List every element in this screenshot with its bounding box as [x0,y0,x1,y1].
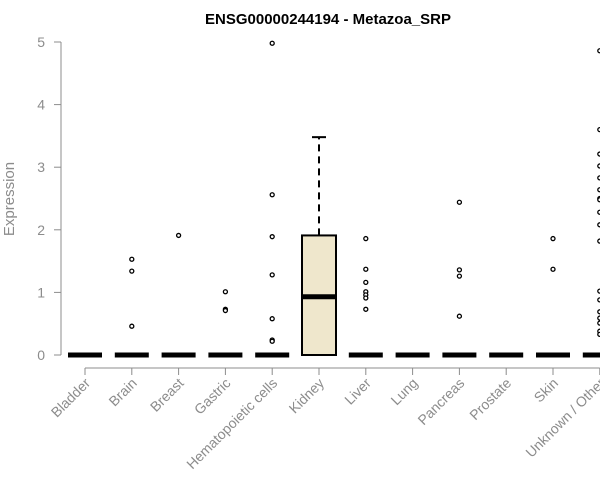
outlier-point [222,307,229,314]
x-tick-label: Gastric [191,375,234,418]
y-tick-label: 1 [37,284,45,300]
outlier-point [175,232,182,239]
x-tick-label: Pancreas [414,375,467,428]
outlier-point [269,338,275,344]
x-tick-label: Prostate [466,375,514,423]
outlier-point [269,272,275,278]
box-group [114,256,149,358]
y-tick-label: 4 [37,97,45,113]
box-group [536,235,570,358]
outlier-point [129,256,135,262]
box-group [208,289,243,358]
outlier-point [363,295,369,301]
outlier-point [456,313,463,319]
outlier-point [550,266,556,272]
outlier-point [129,268,135,274]
outlier-point [129,323,135,329]
outlier-point [363,266,369,272]
box-group [442,199,477,358]
outlier-point [456,267,463,273]
y-tick-label: 2 [37,222,45,238]
y-tick-label: 5 [37,34,45,50]
outlier-point [456,273,463,279]
x-tick-label: Liver [341,375,374,408]
y-tick-label: 0 [37,347,45,363]
outlier-point [269,40,275,46]
outlier-point [269,316,275,322]
outlier-point [456,199,463,205]
x-tick-label: Hematopoietic cells [183,375,280,472]
x-tick-label: Bladder [48,375,94,421]
box-group [348,235,383,358]
y-axis-label: Expression [1,162,18,236]
chart-title: ENSG00000244194 - Metazoa_SRP [205,11,451,28]
y-tick-label: 3 [37,159,45,175]
outlier-point [363,235,369,242]
box-group [255,40,290,358]
box-group [301,136,337,357]
x-tick-label: Kidney [286,375,328,417]
outlier-point [550,235,556,242]
x-tick-label: Skin [531,375,562,406]
x-tick-label: Lung [387,375,420,408]
y-axis: 0 1 2 3 4 5 [37,34,62,363]
outlier-point [269,234,275,240]
outlier-point [363,279,369,286]
box-group [161,232,196,358]
outlier-point [269,192,275,198]
outlier-point [222,289,229,295]
box-group [582,48,600,358]
plot-area [68,40,600,358]
outlier-point [363,306,369,312]
x-tick-label: Breast [147,375,187,415]
x-tick-label: Unknown / Other [522,375,600,461]
x-tick-label: Brain [105,375,139,409]
